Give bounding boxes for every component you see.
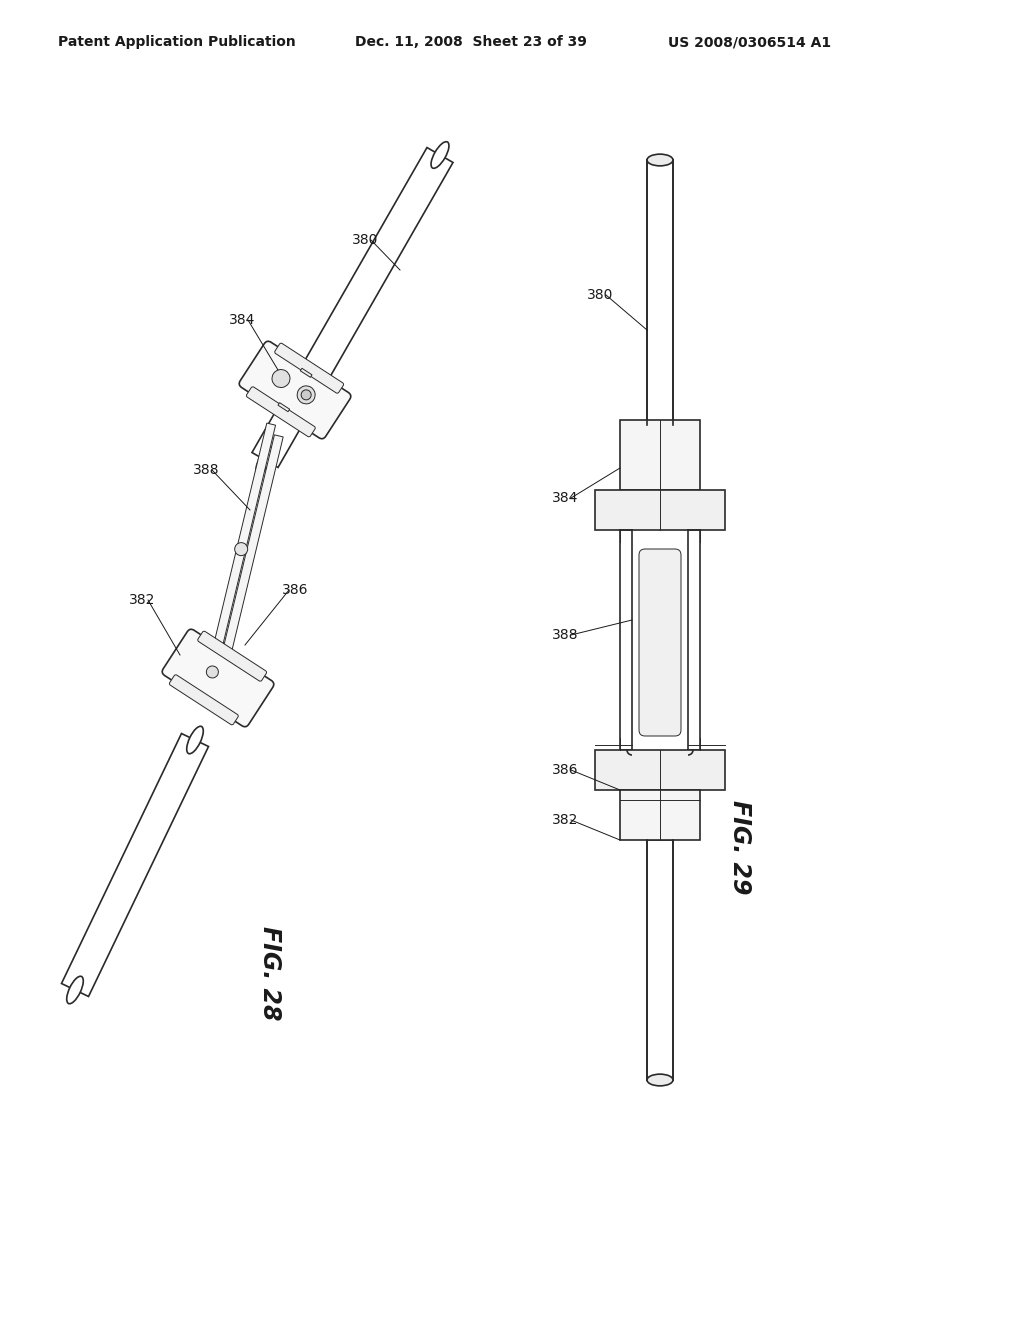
Ellipse shape <box>186 726 204 754</box>
Bar <box>595 750 725 789</box>
Text: 386: 386 <box>552 763 579 777</box>
FancyBboxPatch shape <box>247 387 315 437</box>
Text: 384: 384 <box>228 313 255 327</box>
Ellipse shape <box>67 977 83 1003</box>
Ellipse shape <box>297 385 315 404</box>
Polygon shape <box>252 148 453 467</box>
Ellipse shape <box>647 154 673 166</box>
Ellipse shape <box>431 141 449 169</box>
Text: US 2008/0306514 A1: US 2008/0306514 A1 <box>668 36 831 49</box>
Text: FIG. 28: FIG. 28 <box>258 925 282 1020</box>
Text: 386: 386 <box>282 583 308 597</box>
Polygon shape <box>61 734 209 997</box>
Polygon shape <box>214 434 284 686</box>
Bar <box>595 490 725 531</box>
Text: 380: 380 <box>352 234 378 247</box>
Bar <box>278 403 290 412</box>
FancyBboxPatch shape <box>198 631 266 681</box>
Ellipse shape <box>647 1074 673 1086</box>
Text: Dec. 11, 2008  Sheet 23 of 39: Dec. 11, 2008 Sheet 23 of 39 <box>355 36 587 49</box>
Bar <box>647 840 673 1080</box>
Bar <box>620 789 700 840</box>
Text: 382: 382 <box>552 813 579 828</box>
FancyBboxPatch shape <box>274 343 344 393</box>
Text: Patent Application Publication: Patent Application Publication <box>58 36 296 49</box>
FancyBboxPatch shape <box>639 549 681 737</box>
FancyBboxPatch shape <box>240 342 351 438</box>
Text: 380: 380 <box>587 288 613 302</box>
FancyBboxPatch shape <box>162 630 273 727</box>
Ellipse shape <box>256 446 274 474</box>
Ellipse shape <box>272 370 290 388</box>
Text: 388: 388 <box>552 628 579 642</box>
Polygon shape <box>207 424 275 675</box>
Ellipse shape <box>234 543 248 556</box>
Bar <box>300 368 312 378</box>
Bar <box>647 160 673 425</box>
Text: 388: 388 <box>193 463 219 477</box>
Bar <box>620 420 700 490</box>
FancyBboxPatch shape <box>169 675 239 725</box>
Ellipse shape <box>207 667 218 678</box>
Text: FIG. 29: FIG. 29 <box>728 800 752 895</box>
Ellipse shape <box>301 389 311 400</box>
Text: 384: 384 <box>552 491 579 506</box>
Text: 382: 382 <box>129 593 156 607</box>
